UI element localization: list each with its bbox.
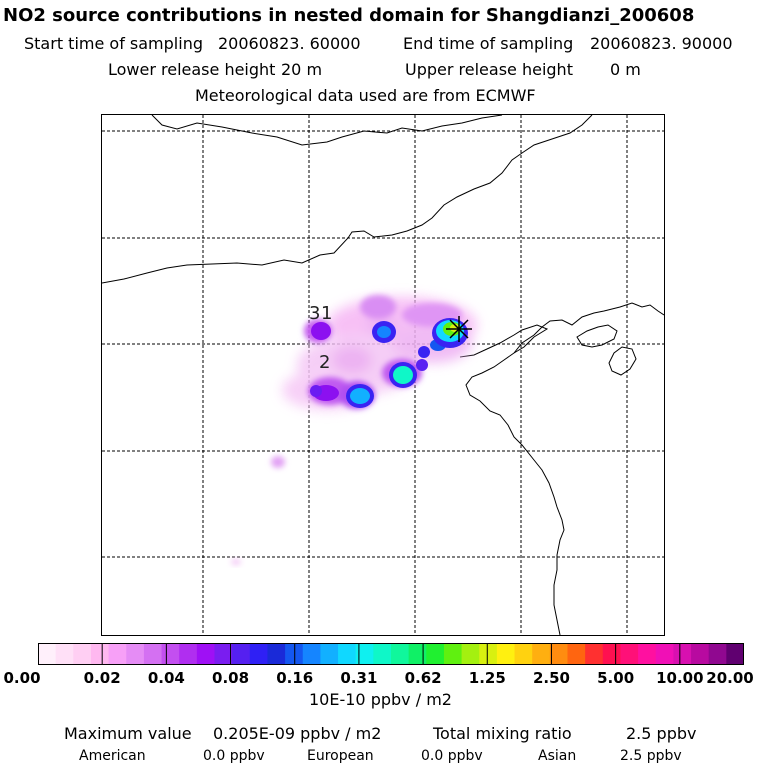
colorbar-segment bbox=[249, 643, 268, 665]
colorbar-segment bbox=[479, 643, 498, 665]
met-data-note: Meteorological data used are from ECMWF bbox=[195, 86, 536, 105]
colorbar-segment bbox=[673, 643, 692, 665]
max-value-label: Maximum value bbox=[64, 724, 192, 743]
colorbar-segment bbox=[408, 643, 427, 665]
colorbar-segment bbox=[514, 643, 533, 665]
colorbar-segment bbox=[602, 643, 621, 665]
map-panel: 3 1 2 bbox=[101, 114, 665, 636]
lower-release-value: 20 m bbox=[281, 60, 323, 79]
rank-label-1: 1 bbox=[321, 303, 332, 324]
colorbar-units: 10E-10 ppbv / m2 bbox=[309, 690, 452, 709]
upper-release-value: 0 m bbox=[610, 60, 641, 79]
colorbar-segment bbox=[338, 643, 357, 665]
colorbar-segment bbox=[638, 643, 657, 665]
colorbar-segment bbox=[496, 643, 516, 665]
colorbar-tick-label: 20.00 bbox=[706, 669, 754, 687]
colorbar-tick-label: 0.02 bbox=[83, 669, 121, 687]
colorbar-tick-label: 0.62 bbox=[404, 669, 442, 687]
colorbar-segment bbox=[585, 643, 604, 665]
site-marker-asterisk-icon bbox=[446, 316, 472, 342]
american-label: American bbox=[79, 748, 146, 764]
colorbar-segment bbox=[267, 643, 286, 665]
colorbar-segment bbox=[73, 643, 92, 665]
colorbar-segment bbox=[108, 643, 127, 665]
colorbar bbox=[38, 643, 744, 665]
colorbar-segment bbox=[126, 643, 145, 665]
start-time-value: 20060823. 60000 bbox=[218, 34, 361, 53]
colorbar-segment bbox=[726, 643, 744, 665]
total-mixing-value: 2.5 ppbv bbox=[626, 724, 697, 743]
colorbar-tick-label: 0.04 bbox=[147, 669, 185, 687]
colorbar-segment bbox=[161, 643, 180, 665]
colorbar-segment bbox=[620, 643, 639, 665]
colorbar-segment bbox=[461, 643, 480, 665]
colorbar-segment bbox=[38, 643, 57, 665]
colorbar-segment bbox=[90, 643, 110, 665]
colorbar-segment bbox=[143, 643, 163, 665]
american-value: 0.0 ppbv bbox=[203, 748, 265, 764]
colorbar-segment bbox=[391, 643, 410, 665]
colorbar-segment bbox=[532, 643, 551, 665]
colorbar-tick-label: 2.50 bbox=[532, 669, 570, 687]
colorbar-segment bbox=[655, 643, 674, 665]
colorbar-segment bbox=[443, 643, 463, 665]
colorbar-tick-label: 0.31 bbox=[340, 669, 378, 687]
colorbar-tick-label: 0.08 bbox=[212, 669, 250, 687]
upper-release-label: Upper release height bbox=[405, 60, 573, 79]
colorbar-tick-label: 0.00 bbox=[3, 669, 41, 687]
colorbar-segment bbox=[179, 643, 198, 665]
colorbar-tick-label: 0.16 bbox=[276, 669, 314, 687]
colorbar-segment bbox=[285, 643, 304, 665]
colorbar-border bbox=[38, 643, 744, 665]
colorbar-segment bbox=[55, 643, 74, 665]
rank-label-2: 2 bbox=[319, 352, 330, 373]
colorbar-segment bbox=[232, 643, 251, 665]
colorbar-segment bbox=[373, 643, 392, 665]
end-time-label: End time of sampling bbox=[403, 34, 574, 53]
plot-title: NO2 source contributions in nested domai… bbox=[3, 5, 695, 26]
colorbar-tick-label: 5.00 bbox=[597, 669, 635, 687]
european-value: 0.0 ppbv bbox=[421, 748, 483, 764]
rank-label-3: 3 bbox=[309, 303, 320, 324]
colorbar-segment bbox=[708, 643, 727, 665]
colorbar-segment bbox=[691, 643, 710, 665]
lower-release-label: Lower release height bbox=[108, 60, 276, 79]
asian-label: Asian bbox=[538, 748, 577, 764]
total-mixing-label: Total mixing ratio bbox=[433, 724, 572, 743]
colorbar-tick-label: 1.25 bbox=[468, 669, 506, 687]
colorbar-segment bbox=[549, 643, 568, 665]
concentration-plume bbox=[231, 295, 477, 565]
colorbar-segment bbox=[302, 643, 321, 665]
start-time-label: Start time of sampling bbox=[24, 34, 203, 53]
colorbar-segment bbox=[355, 643, 374, 665]
colorbar-segment bbox=[320, 643, 339, 665]
european-label: European bbox=[307, 748, 374, 764]
coastline-border-lines bbox=[102, 115, 664, 635]
colorbar-segment bbox=[214, 643, 233, 665]
colorbar-tick-label: 10.00 bbox=[656, 669, 704, 687]
max-value: 0.205E-09 ppbv / m2 bbox=[213, 724, 382, 743]
map-canvas: 3 1 2 bbox=[102, 115, 664, 635]
asian-value: 2.5 ppbv bbox=[620, 748, 682, 764]
colorbar-segment bbox=[567, 643, 586, 665]
end-time-value: 20060823. 90000 bbox=[590, 34, 733, 53]
colorbar-segment bbox=[426, 643, 445, 665]
colorbar-segment bbox=[196, 643, 215, 665]
